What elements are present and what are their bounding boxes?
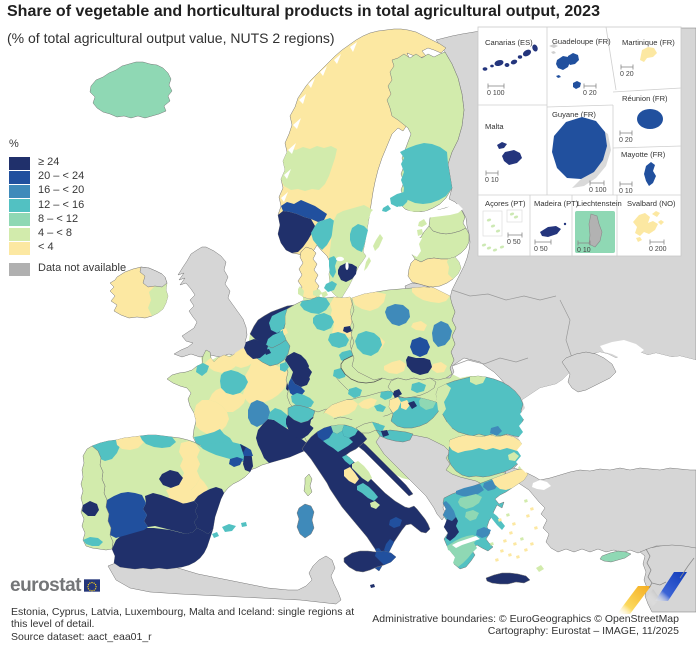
svg-text:0 50: 0 50 (507, 239, 521, 246)
svg-text:0 10: 0 10 (485, 177, 499, 184)
svg-text:Canarias (ES): Canarias (ES) (485, 38, 533, 47)
svg-text:0 100: 0 100 (589, 187, 607, 194)
svg-text:0 10: 0 10 (577, 247, 591, 254)
svg-text:Mayotte (FR): Mayotte (FR) (621, 150, 666, 159)
svg-text:0 200: 0 200 (649, 246, 667, 253)
svg-text:0 10: 0 10 (619, 188, 633, 195)
svg-text:Guadeloupe (FR): Guadeloupe (FR) (552, 37, 611, 46)
svg-text:Svalbard (NO): Svalbard (NO) (627, 199, 676, 208)
svg-text:Guyane (FR): Guyane (FR) (552, 110, 596, 119)
svg-text:Malta: Malta (485, 122, 504, 131)
svg-text:0 20: 0 20 (619, 137, 633, 144)
svg-text:0 20: 0 20 (583, 90, 597, 97)
svg-text:Açores (PT): Açores (PT) (485, 199, 526, 208)
svg-text:0 20: 0 20 (620, 71, 634, 78)
svg-text:Madeira (PT): Madeira (PT) (534, 199, 579, 208)
svg-text:0 50: 0 50 (534, 246, 548, 253)
svg-text:Martinique (FR): Martinique (FR) (622, 38, 675, 47)
svg-text:0 100: 0 100 (487, 90, 505, 97)
svg-text:Réunion (FR): Réunion (FR) (622, 94, 668, 103)
svg-text:Liechtenstein: Liechtenstein (577, 199, 622, 208)
